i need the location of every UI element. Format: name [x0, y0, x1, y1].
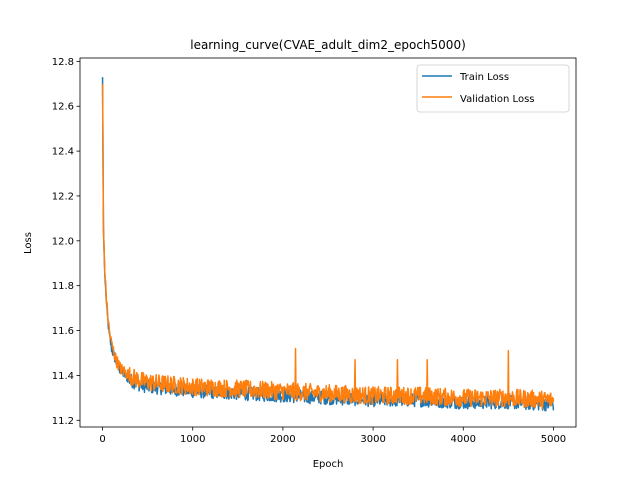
series-line-validation-loss — [101, 83, 555, 410]
x-tick-label: 0 — [99, 434, 105, 445]
series-layer — [101, 77, 555, 412]
legend-label-validation-loss: Validation Loss — [460, 94, 535, 105]
series-line-train-loss — [101, 77, 555, 412]
y-tick-label: 11.2 — [52, 416, 74, 427]
x-tick-label: 3000 — [360, 434, 385, 445]
legend: Train Loss Validation Loss — [416, 64, 570, 113]
y-tick-label: 12.6 — [52, 102, 74, 113]
y-tick-label: 11.4 — [52, 371, 74, 382]
legend-box — [416, 64, 570, 113]
y-tick-label: 11.6 — [52, 326, 74, 337]
x-tick-label: 5000 — [541, 434, 566, 445]
x-axis: 0 1000 2000 3000 4000 5000 — [99, 427, 566, 445]
y-tick-label: 12.0 — [52, 236, 74, 247]
chart-title: learning_curve(CVAE_adult_dim2_epoch5000… — [190, 38, 466, 52]
plot-frame — [79, 57, 577, 428]
y-axis-label: Loss — [23, 232, 34, 254]
x-tick-label: 4000 — [451, 434, 476, 445]
y-tick-label: 12.4 — [52, 147, 74, 158]
y-tick-label: 12.8 — [52, 57, 74, 68]
y-tick-label: 11.8 — [52, 281, 74, 292]
y-axis: 11.2 11.4 11.6 11.8 12.0 12.2 12.4 12.6 12.8 — [52, 57, 80, 427]
x-tick-label: 2000 — [270, 434, 295, 445]
y-tick-label: 12.2 — [52, 191, 74, 202]
legend-label-train-loss: Train Loss — [459, 72, 509, 83]
x-tick-label: 1000 — [180, 434, 205, 445]
x-axis-label: Epoch — [313, 459, 344, 470]
plot-area — [101, 77, 555, 412]
